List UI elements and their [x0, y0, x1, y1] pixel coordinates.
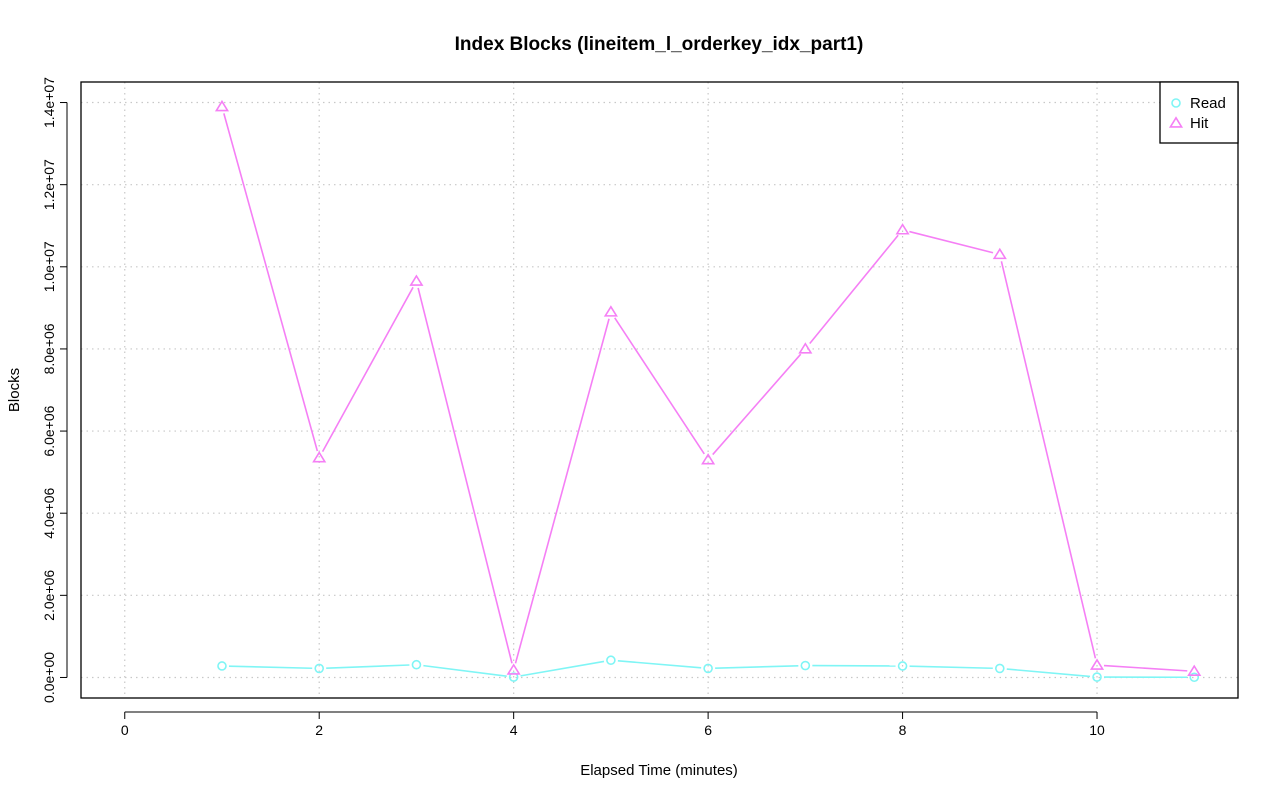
- hit-point: [895, 223, 910, 235]
- read-line-segment: [617, 660, 702, 669]
- read-point: [897, 661, 908, 671]
- y-tick-label: 8.0e+06: [41, 323, 57, 374]
- read-line-segment: [1006, 668, 1091, 678]
- read-line-segment: [423, 664, 507, 677]
- x-tick-label: 10: [1089, 722, 1105, 738]
- hit-line-segment: [614, 317, 705, 455]
- read-point: [508, 672, 519, 682]
- x-tick-label: 0: [121, 722, 129, 738]
- legend-read-marker: [1171, 98, 1181, 108]
- grid: [81, 82, 1238, 698]
- hit-point: [798, 342, 813, 354]
- hit-point: [603, 305, 618, 317]
- x-tick-label: 6: [704, 722, 712, 738]
- hit-line-segment: [1000, 261, 1097, 659]
- y-axis-label: Blocks: [6, 368, 23, 412]
- hit-line-segment: [417, 287, 513, 664]
- legend: Read Hit: [1159, 81, 1239, 144]
- axes: 0 2 4 6 8 10 0.0e+00 2.0e+06 4.0e+06 6.0e+06 8.0e+…: [41, 77, 1105, 738]
- x-axis-label: Elapsed Time (minutes): [580, 762, 738, 779]
- hit-line-segment: [1103, 664, 1188, 672]
- read-point: [994, 663, 1005, 674]
- read-point: [703, 663, 713, 674]
- legend-hit-marker: [1168, 116, 1184, 128]
- plot-border: [80, 81, 1239, 699]
- hit-line-segment: [223, 113, 319, 452]
- read-point: [1189, 672, 1200, 683]
- hit-line-segment: [712, 353, 802, 456]
- x-tick-label: 8: [899, 722, 907, 738]
- series-layer: [214, 99, 1202, 683]
- hit-series: [214, 99, 1202, 677]
- read-point: [314, 663, 325, 674]
- read-line-segment: [909, 665, 993, 670]
- y-tick-label: 4.0e+06: [41, 487, 57, 538]
- hit-point: [992, 247, 1007, 260]
- read-point: [800, 660, 811, 671]
- hit-point: [506, 663, 521, 675]
- hit-point: [1187, 664, 1202, 677]
- hit-line-segment: [909, 230, 994, 254]
- hit-line-segment: [321, 286, 414, 453]
- x-tick-label: 2: [315, 722, 323, 738]
- y-tick-label: 1.2e+07: [41, 159, 57, 210]
- read-series: [217, 655, 1200, 683]
- y-tick-label: 1.4e+07: [41, 77, 57, 128]
- hit-point: [312, 451, 327, 463]
- read-line-segment: [715, 664, 799, 670]
- legend-read-label: Read: [1190, 95, 1226, 112]
- read-line-segment: [520, 660, 605, 677]
- hit-point: [1089, 658, 1105, 670]
- read-line-segment: [326, 664, 410, 669]
- x-tick-label: 4: [510, 722, 518, 738]
- hit-point: [409, 274, 424, 286]
- legend-hit-label: Hit: [1190, 115, 1209, 132]
- read-line-segment: [228, 665, 313, 670]
- y-tick-label: 1.0e+07: [41, 241, 57, 292]
- y-tick-label: 2.0e+06: [41, 570, 57, 621]
- read-point: [606, 655, 616, 666]
- hit-line-segment: [514, 318, 610, 664]
- y-tick-label: 0.0e+00: [41, 652, 57, 703]
- hit-line-segment: [809, 234, 899, 345]
- read-point: [411, 659, 422, 670]
- legend-box: [1159, 81, 1239, 144]
- y-tick-label: 6.0e+06: [41, 405, 57, 456]
- hit-point: [701, 453, 716, 465]
- hit-point: [214, 99, 230, 112]
- chart-title: Index Blocks (lineitem_l_orderkey_idx_pa…: [455, 34, 864, 55]
- read-point: [217, 661, 227, 671]
- read-point: [1092, 672, 1102, 682]
